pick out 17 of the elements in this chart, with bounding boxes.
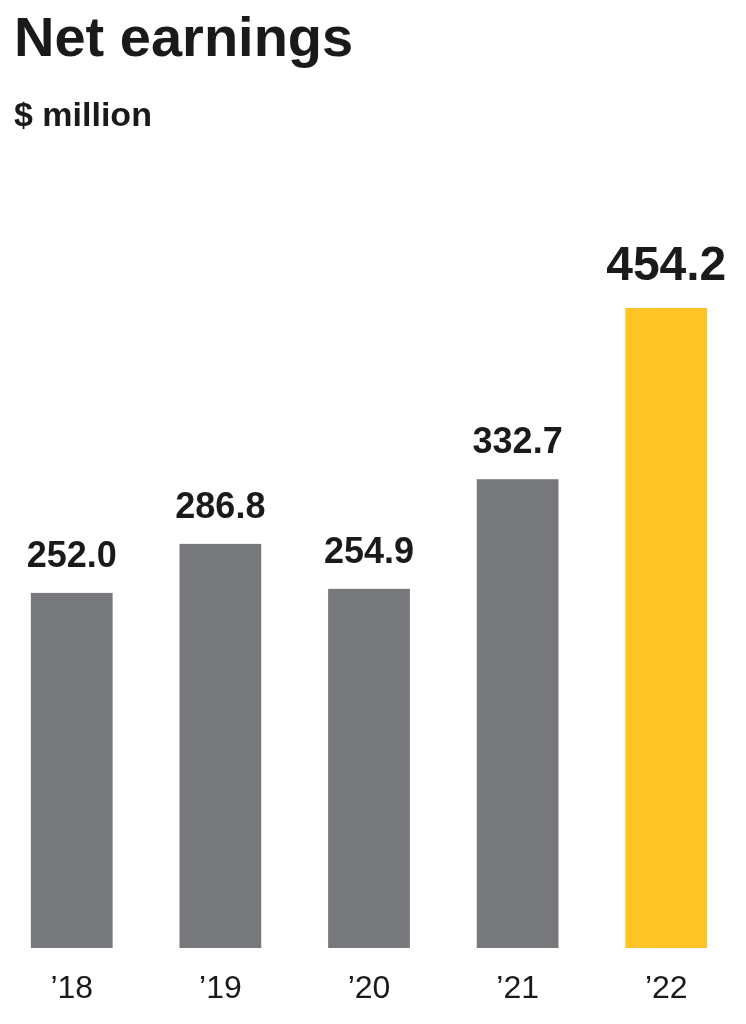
chart-subtitle: $ million (14, 95, 152, 133)
bar (179, 543, 262, 948)
data-label: 332.7 (472, 420, 563, 462)
x-tick-label: ’22 (644, 969, 688, 1005)
x-tick-label: ’20 (347, 969, 391, 1005)
bar (328, 588, 410, 948)
data-label: 454.2 (606, 237, 727, 290)
x-tick-label: ’21 (496, 969, 539, 1005)
chart-title: Net earnings (14, 5, 354, 68)
data-label: 286.8 (175, 484, 266, 526)
bar (30, 592, 113, 948)
bar (476, 479, 559, 948)
x-tick-label: ’19 (199, 969, 242, 1005)
bar (625, 308, 708, 948)
x-tick-label: ’18 (50, 969, 94, 1005)
data-label: 254.9 (323, 529, 415, 571)
data-label: 252.0 (26, 533, 117, 575)
